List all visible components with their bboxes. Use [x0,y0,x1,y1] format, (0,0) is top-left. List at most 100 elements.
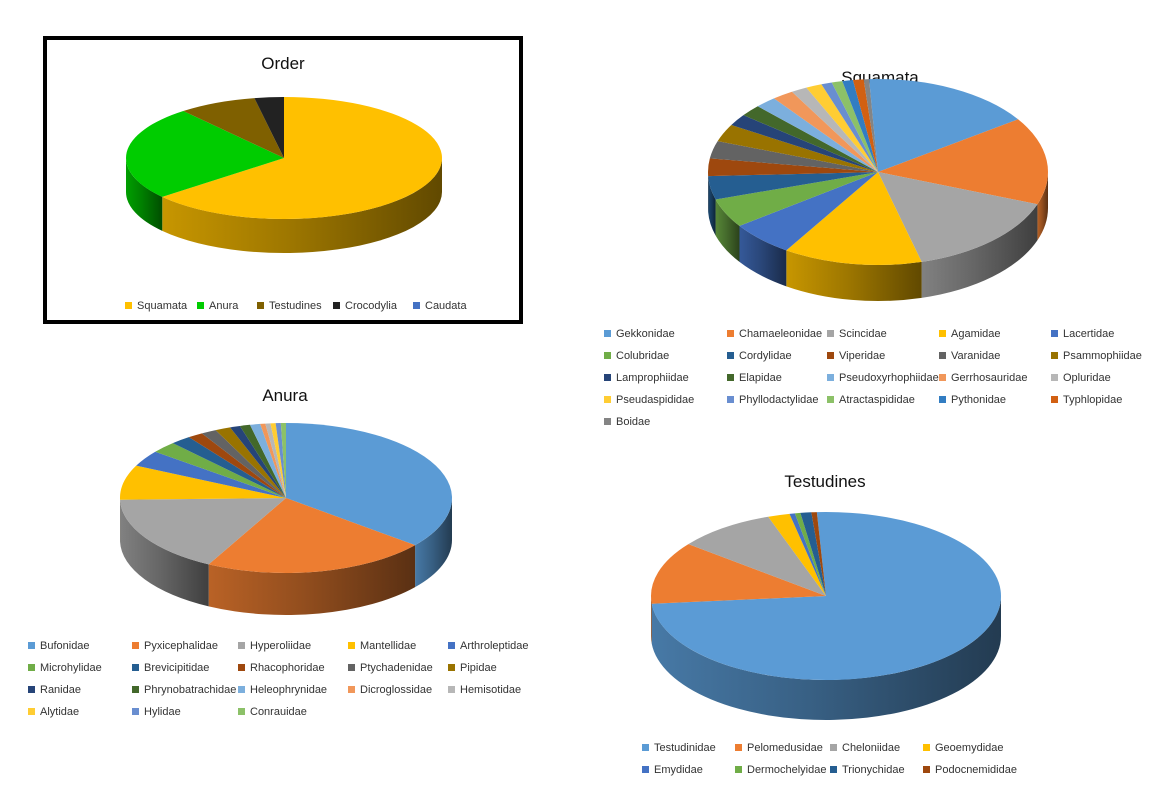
legend-label: Boidae [616,416,651,428]
legend-swatch [28,642,35,649]
legend-item-pyxicephalidae: Pyxicephalidae [132,640,218,652]
slice-side-cordylidae [708,176,716,236]
legend-swatch [604,396,611,403]
legend-item-phrynobatrachidae: Phrynobatrachidae [132,684,236,696]
legend-item-crocodylia: Crocodylia [333,300,397,312]
legend-label: Psammophiidae [1063,350,1142,362]
slice-conrauidae [280,423,286,498]
slice-testudinidae [651,512,1001,680]
chart-title: Order [261,54,305,73]
legend-item-trionychidae: Trionychidae [830,764,905,776]
slice-gerrhosauridae [773,91,878,172]
slice-side-hyperoliidae [120,499,209,607]
legend-item-viperidae: Viperidae [827,350,885,362]
legend-label: Chamaeleonidae [739,328,823,340]
legend-label: Pelomedusidae [747,742,823,754]
slice-psammophiidae [717,125,878,172]
legend-item-ranidae: Ranidae [28,684,81,696]
legend-label: Varanidae [951,350,1001,362]
legend-item-hyperoliidae: Hyperoliidae [238,640,311,652]
slice-phyllodactylidae [821,82,878,172]
legend-item-cheloniidae: Cheloniidae [830,742,900,754]
slice-colubridae [715,172,878,226]
legend-swatch [1051,374,1058,381]
legend-label: Mantellidae [360,640,417,652]
legend-item-gekkonidae: Gekkonidae [604,328,675,340]
legend-item-caudata: Caudata [413,300,467,312]
legend-swatch [735,744,742,751]
legend-swatch [348,664,355,671]
slice-bufonidae [286,423,452,546]
slice-gekkonidae [869,79,1019,172]
slice-anura [126,110,284,197]
slice-emydidae [789,513,826,596]
slice-side-pyxicephalidae [208,545,416,615]
legend-item-anura: Anura [197,300,238,312]
legend-swatch [727,396,734,403]
legend-label: Hylidae [144,706,181,718]
legend-label: Rhacophoridae [250,662,325,674]
legend-label: Gerrhosauridae [951,372,1028,384]
chart-title: Anura [262,386,308,405]
legend-label: Dicroglossidae [360,684,433,696]
legend-item-brevicipitidae: Brevicipitidae [132,662,209,674]
legend-label: Colubridae [616,350,670,362]
slice-cheloniidae [688,516,826,596]
legend-label: Gekkonidae [616,328,675,340]
legend-label: Microhylidae [40,662,102,674]
legend-label: Pythonidae [951,394,1007,406]
legend-label: Pseudoxyrhophiidae [839,372,939,384]
squamata-pie [708,79,1048,301]
slice-typhlopidae [852,79,878,172]
legend-label: Crocodylia [345,300,397,312]
slice-side-anura [126,158,163,231]
legend-item-bufonidae: Bufonidae [28,640,90,652]
slice-pelomedusidae [651,544,826,604]
slice-rhacophoridae [188,433,286,498]
legend-item-boidae: Boidae [604,416,650,428]
legend-label: Heleophrynidae [250,684,328,696]
legend-item-dermochelyidae: Dermochelyidae [735,764,826,776]
legend-swatch [448,686,455,693]
legend-swatch [28,686,35,693]
legend-label: Pseudaspididae [616,394,695,406]
legend-item-atractaspididae: Atractaspididae [827,394,915,406]
legend-swatch [1051,396,1058,403]
legend-item-agamidae: Agamidae [939,328,1001,340]
legend-label: Ranidae [40,684,81,696]
legend-item-hemisotidae: Hemisotidae [448,684,521,696]
slice-ptychadenidae [201,430,286,498]
slice-pseudaspididae [806,84,878,172]
slice-pythonidae [842,80,878,172]
slice-geoemydidae [768,513,826,596]
slice-brevicipitidae [172,437,286,498]
legend-label: Arthroleptidae [460,640,529,652]
legend-label: Trionychidae [842,764,905,776]
slice-cordylidae [708,172,878,200]
legend-item-cordylidae: Cordylidae [727,350,792,362]
legend-item-varanidae: Varanidae [939,350,1000,362]
legend-swatch [939,352,946,359]
legend-item-pseudoxyrhophiidae: Pseudoxyrhophiidae [827,372,939,384]
legend-swatch [923,744,930,751]
slice-arthroleptidae [136,451,286,498]
legend-item-conrauidae: Conrauidae [238,706,307,718]
legend-swatch [727,352,734,359]
slice-squamata [162,97,443,219]
legend-item-hylidae: Hylidae [132,706,181,718]
legend-label: Testudines [269,300,322,312]
legend-item-pelomedusidae: Pelomedusidae [735,742,823,754]
slice-testudines [183,98,284,158]
slice-mantellidae [120,465,286,500]
legend-swatch [830,744,837,751]
legend-label: Phrynobatrachidae [144,684,237,696]
legend-item-phyllodactylidae: Phyllodactylidae [727,394,819,406]
slice-side-lacertidae [739,225,787,287]
legend-swatch [827,374,834,381]
legend-swatch [257,302,264,309]
legend-item-emydidae: Emydidae [642,764,703,776]
slice-crocodylia [254,97,284,158]
legend-swatch [448,664,455,671]
legend-item-mantellidae: Mantellidae [348,640,416,652]
legend-item-colubridae: Colubridae [604,350,669,362]
